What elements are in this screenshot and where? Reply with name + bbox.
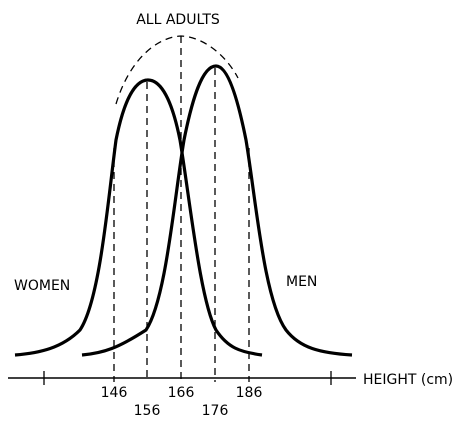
axis-label: HEIGHT (cm): [363, 372, 453, 388]
men-label: MEN: [286, 274, 317, 290]
women-curve: [14, 78, 263, 357]
women-label: WOMEN: [14, 278, 70, 294]
all-adults-label: ALL ADULTS: [136, 12, 220, 28]
tick-label-176: 176: [202, 403, 229, 419]
tick-label-156: 156: [134, 403, 161, 419]
tick-label-186: 186: [236, 385, 263, 401]
men-curve: [81, 64, 353, 357]
tick-label-146: 146: [101, 385, 128, 401]
tick-label-166: 166: [168, 385, 195, 401]
all-adults-curve: [115, 35, 239, 105]
